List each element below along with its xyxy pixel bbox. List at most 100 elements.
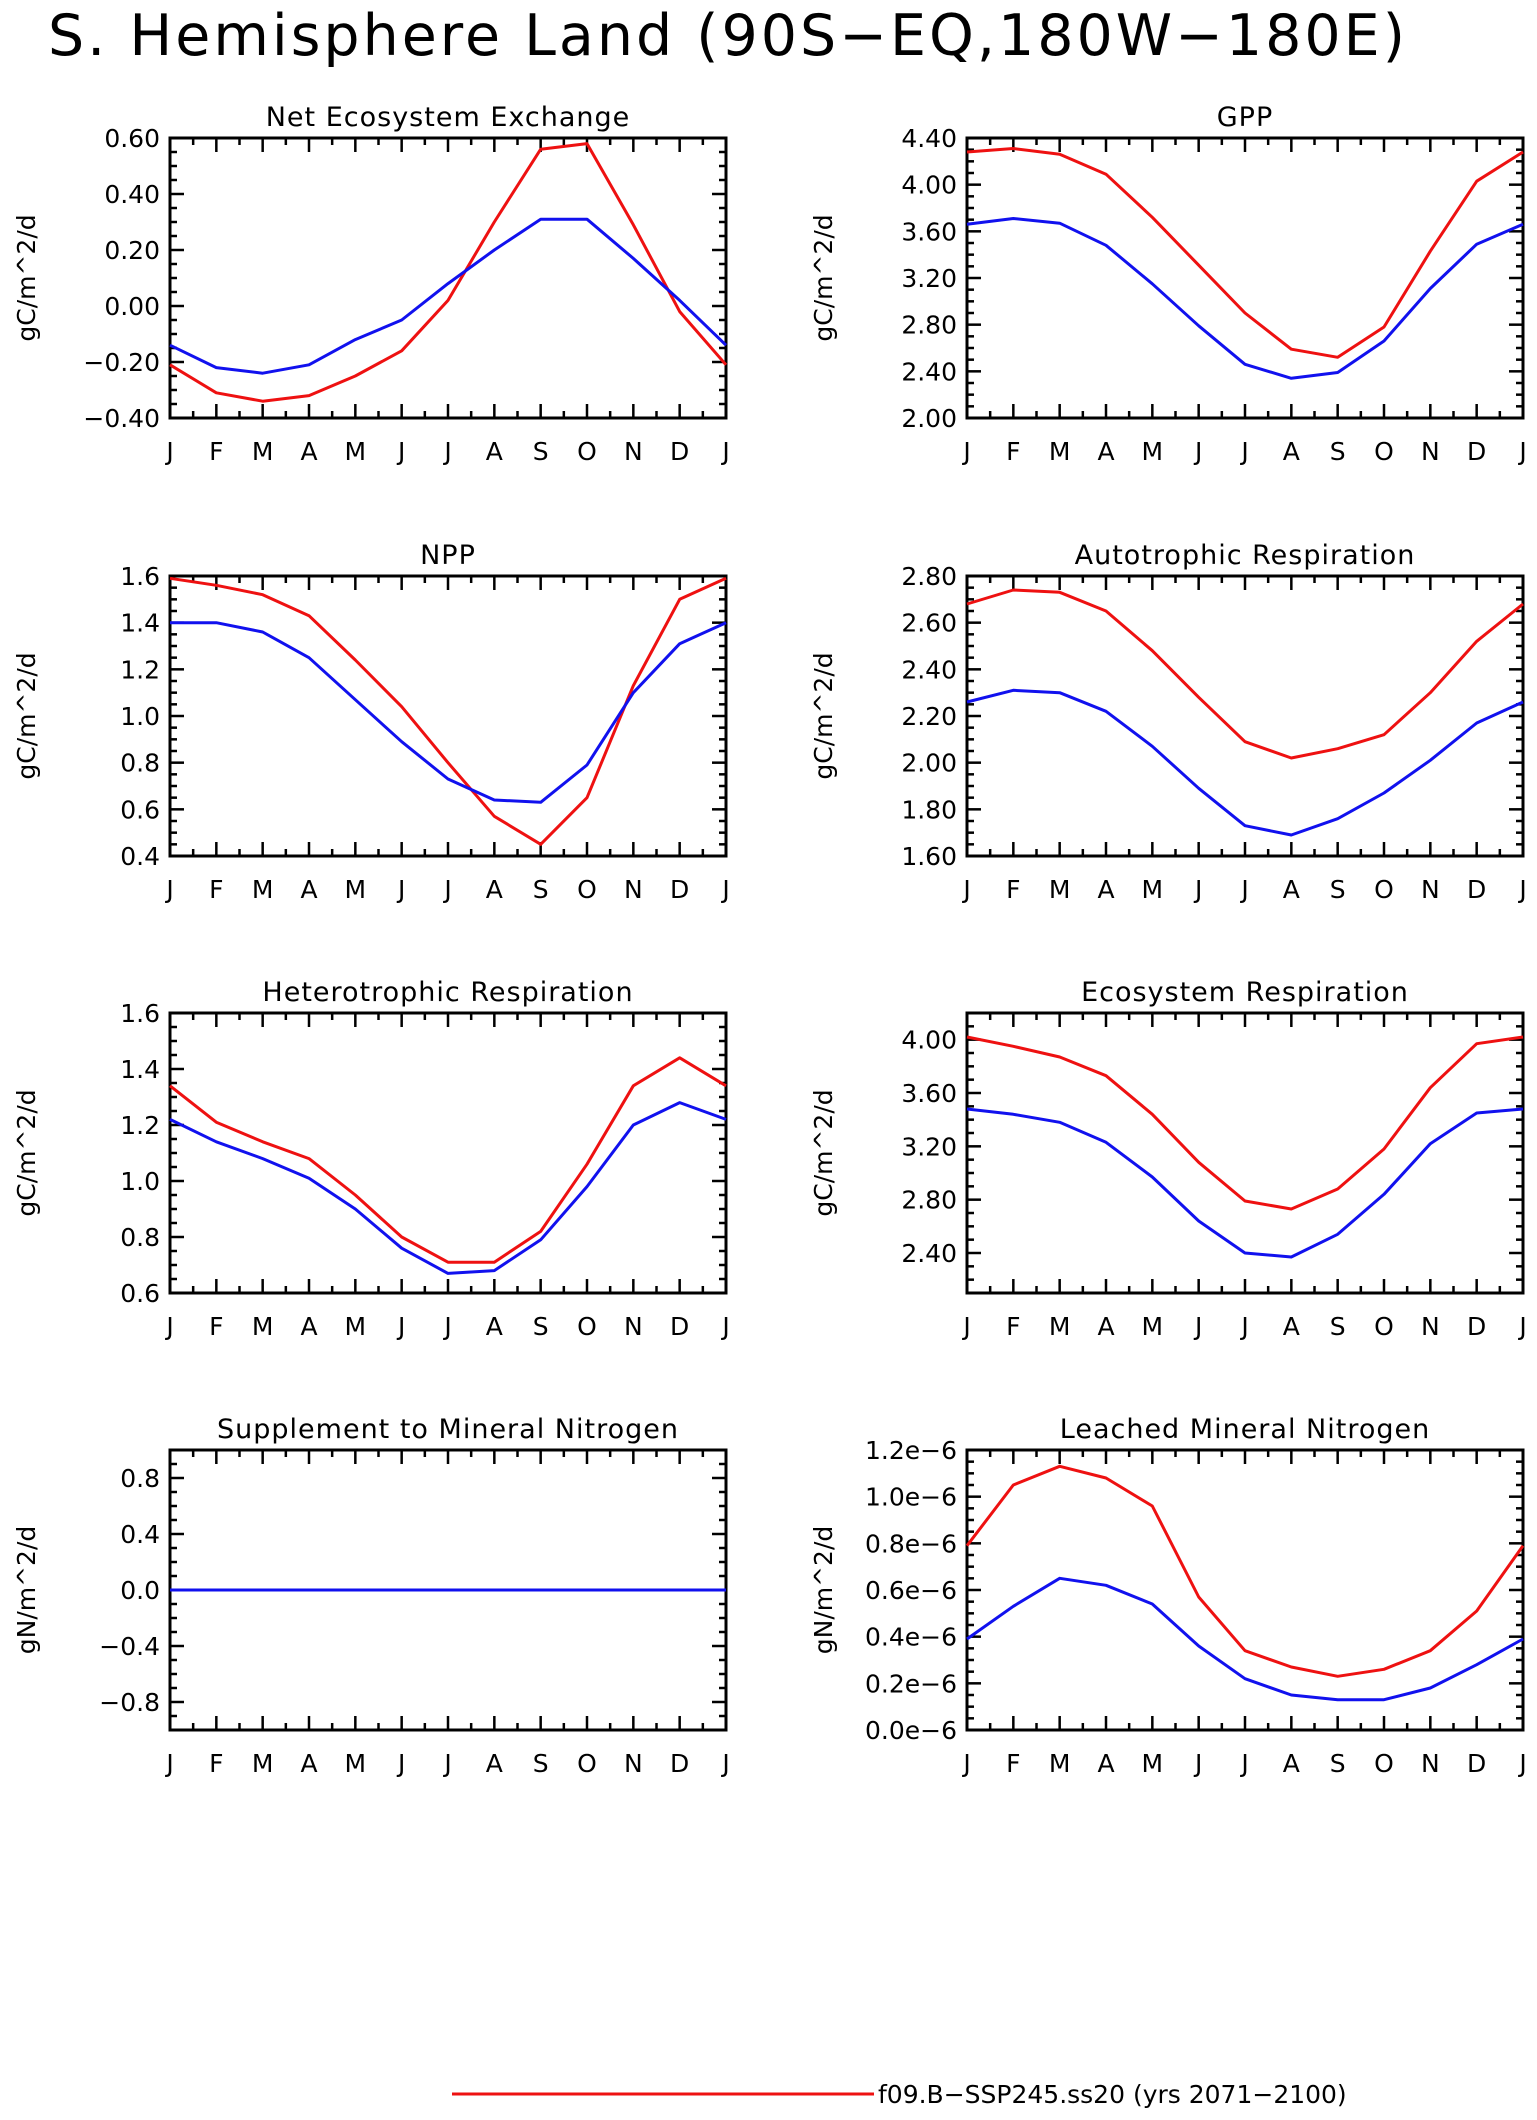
panel-title: Net Ecosystem Exchange <box>266 102 631 133</box>
series-line-blue <box>966 688 1524 837</box>
x-tick-label: N <box>624 875 643 904</box>
x-tick-label: S <box>1330 1312 1346 1341</box>
x-tick-label: J <box>1239 437 1248 466</box>
x-tick-label: S <box>1330 1749 1346 1778</box>
x-tick-label: N <box>624 437 643 466</box>
y-tick-label: 3.20 <box>901 264 957 293</box>
x-tick-label: A <box>1097 437 1114 466</box>
x-tick-label: J <box>1239 1312 1248 1341</box>
y-tick-label: 1.80 <box>901 795 957 824</box>
y-tick-label: 0.20 <box>104 236 160 265</box>
y-axis-label: gC/m^2/d <box>809 1089 838 1216</box>
y-tick-label: 2.60 <box>901 609 957 638</box>
y-axis-label: gC/m^2/d <box>12 1089 41 1216</box>
x-tick-label: O <box>1374 1749 1394 1778</box>
x-tick-label: S <box>1330 875 1346 904</box>
x-tick-label: D <box>670 875 689 904</box>
x-tick-label: J <box>961 875 970 904</box>
y-tick-label: 2.80 <box>901 1186 957 1215</box>
x-tick-label: A <box>1097 1312 1114 1341</box>
x-tick-label: N <box>1421 1312 1440 1341</box>
y-tick-label: 3.60 <box>901 1079 957 1108</box>
x-tick-label: D <box>1467 437 1486 466</box>
y-tick-label: 0.4 <box>120 1520 160 1549</box>
x-tick-label: O <box>1374 1312 1394 1341</box>
series-line-red <box>966 147 1524 359</box>
x-tick-label: J <box>1517 437 1526 466</box>
x-tick-label: F <box>209 1749 223 1778</box>
x-tick-label: S <box>533 875 549 904</box>
x-tick-label: J <box>720 437 729 466</box>
x-tick-label: J <box>442 1312 451 1341</box>
y-tick-label: 1.4 <box>120 1055 160 1084</box>
x-tick-label: J <box>1193 1749 1202 1778</box>
series-line-blue <box>966 1107 1524 1259</box>
series-line-red <box>966 1035 1524 1211</box>
y-tick-label: 0.0 <box>120 1576 160 1605</box>
x-tick-label: N <box>1421 875 1440 904</box>
x-tick-label: F <box>1006 1749 1020 1778</box>
figure-title: S. Hemisphere Land (90S−EQ,180W−180E) <box>48 3 1408 69</box>
y-tick-label: 0.6 <box>120 795 160 824</box>
x-tick-label: S <box>1330 437 1346 466</box>
x-tick-label: J <box>164 1749 173 1778</box>
plot-frame <box>168 1011 728 1295</box>
plot-frame <box>965 1448 1525 1732</box>
y-tick-label: 2.40 <box>901 357 957 386</box>
x-tick-label: J <box>1193 875 1202 904</box>
panel-title: Leached Mineral Nitrogen <box>1060 1414 1430 1445</box>
series-line-red <box>169 576 727 846</box>
x-tick-label: F <box>1006 875 1020 904</box>
x-tick-label: A <box>300 437 317 466</box>
x-tick-label: J <box>164 1312 173 1341</box>
x-tick-label: A <box>300 1312 317 1341</box>
y-tick-label: 4.00 <box>901 171 957 200</box>
panel-title: Ecosystem Respiration <box>1081 977 1409 1008</box>
chart-panel: Supplement to Mineral Nitrogen gN/m^2/d J F… <box>12 1414 730 1778</box>
x-tick-label: J <box>1517 875 1526 904</box>
x-tick-label: M <box>1142 1749 1164 1778</box>
x-tick-label: O <box>577 875 597 904</box>
x-tick-label: J <box>720 1749 729 1778</box>
y-tick-label: 0.4 <box>120 842 160 871</box>
y-tick-label: 1.4 <box>120 609 160 638</box>
x-tick-label: J <box>1239 875 1248 904</box>
x-tick-label: F <box>209 875 223 904</box>
x-tick-label: S <box>533 437 549 466</box>
x-tick-label: M <box>1049 1312 1071 1341</box>
x-tick-label: F <box>1006 1312 1020 1341</box>
y-tick-label: 1.60 <box>901 842 957 871</box>
x-tick-label: J <box>1193 437 1202 466</box>
x-tick-label: N <box>1421 437 1440 466</box>
y-tick-label: 0.00 <box>104 292 160 321</box>
y-tick-label: 2.40 <box>901 655 957 684</box>
y-tick-label: 1.2e−6 <box>865 1436 957 1465</box>
x-tick-label: J <box>396 1749 405 1778</box>
y-tick-label: 0.60 <box>104 124 160 153</box>
series-line-red <box>966 588 1524 760</box>
legend-entry-label: f09.B−SSP245.ss20 (yrs 2071−2100) <box>878 2080 1347 2109</box>
x-tick-label: A <box>1097 1749 1114 1778</box>
x-tick-label: A <box>300 1749 317 1778</box>
x-tick-label: D <box>1467 1312 1486 1341</box>
x-tick-label: N <box>1421 1749 1440 1778</box>
y-tick-label: 1.0 <box>120 1167 160 1196</box>
x-tick-label: M <box>1142 1312 1164 1341</box>
panel-title: Heterotrophic Respiration <box>262 977 633 1008</box>
y-tick-label: 2.40 <box>901 1239 957 1268</box>
x-tick-label: M <box>1142 437 1164 466</box>
y-axis-label: gC/m^2/d <box>809 652 838 779</box>
y-tick-label: 3.60 <box>901 217 957 246</box>
series-line-blue <box>966 217 1524 380</box>
x-tick-label: N <box>624 1749 643 1778</box>
x-tick-label: J <box>164 875 173 904</box>
y-tick-label: 1.0e−6 <box>865 1483 957 1512</box>
x-tick-label: M <box>1049 875 1071 904</box>
